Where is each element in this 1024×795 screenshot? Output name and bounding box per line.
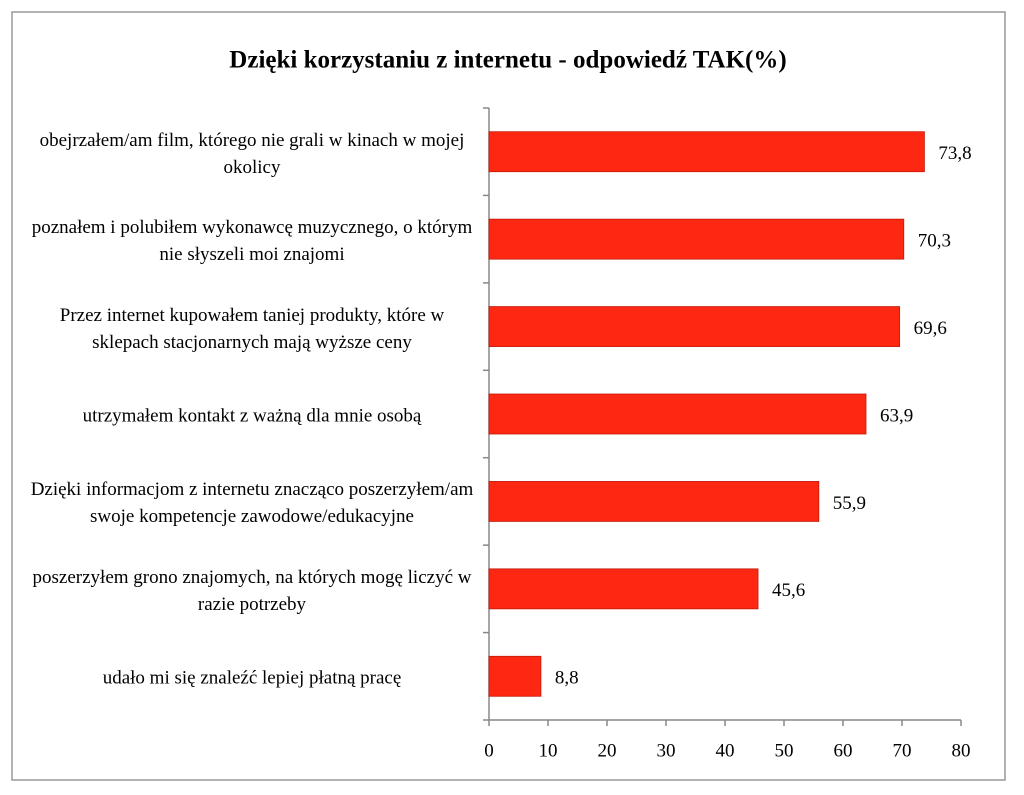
x-tick-label: 50 xyxy=(775,740,794,761)
data-label: 70,3 xyxy=(918,231,951,252)
x-tick-label: 80 xyxy=(952,740,971,761)
x-tick-label: 40 xyxy=(716,740,735,761)
data-label: 69,6 xyxy=(914,318,947,339)
category-label: obejrzałem/am film, którego nie grali w … xyxy=(39,129,465,178)
x-tick-label: 60 xyxy=(834,740,853,761)
bar xyxy=(488,218,905,260)
category-label: poznałem i polubiłem wykonawcę muzyczneg… xyxy=(31,217,473,266)
category-label: Przez internet kupowałem taniej produkty… xyxy=(59,304,445,353)
category-label: utrzymałem kontakt z ważną dla mnie osob… xyxy=(82,405,422,427)
bar xyxy=(488,306,901,347)
category-label: poszerzyłem grono znajomych, na których … xyxy=(32,566,472,615)
category-label: Dzięki informacjom z internetu znacząco … xyxy=(30,479,474,528)
data-label: 73,8 xyxy=(938,143,971,164)
x-tick-label: 0 xyxy=(484,740,494,761)
data-label: 55,9 xyxy=(833,493,866,514)
bar xyxy=(488,481,820,522)
bar xyxy=(488,568,759,610)
x-tick-label: 70 xyxy=(893,740,912,761)
bar xyxy=(488,131,925,173)
x-tick-label: 30 xyxy=(657,740,676,761)
category-label: udało mi się znaleźć lepiej płatną pracę xyxy=(102,667,402,689)
bar xyxy=(488,655,542,697)
data-label: 45,6 xyxy=(772,580,805,601)
bar xyxy=(488,393,867,435)
x-tick-label: 20 xyxy=(598,740,617,761)
data-label: 63,9 xyxy=(880,405,913,426)
data-label: 8,8 xyxy=(555,668,579,689)
chart-title: Dzięki korzystaniu z internetu - odpowie… xyxy=(229,47,786,74)
x-tick-label: 10 xyxy=(539,740,558,761)
